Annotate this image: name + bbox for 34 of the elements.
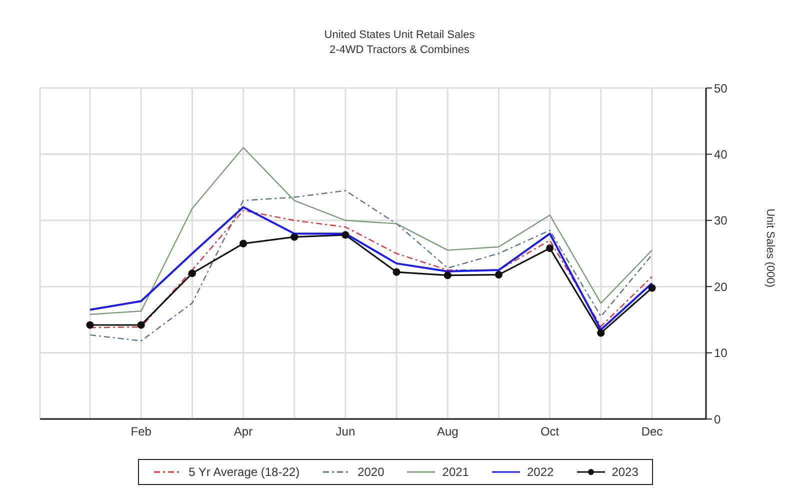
legend-label: 2020 xyxy=(356,465,384,479)
legend-label: 2021 xyxy=(441,465,469,479)
point xyxy=(392,268,400,276)
y-tick-label: 20 xyxy=(714,280,728,294)
y-tick-label: 50 xyxy=(714,81,728,96)
x-tick-label: Feb xyxy=(130,424,152,439)
point xyxy=(342,231,350,239)
point xyxy=(546,244,554,252)
point xyxy=(137,321,145,329)
point xyxy=(239,240,248,248)
line-series xyxy=(89,146,653,316)
point xyxy=(444,272,452,280)
point xyxy=(597,329,605,337)
legend-label: 2023 xyxy=(610,465,638,479)
legend-label: 5 Yr Average (18-22) xyxy=(188,465,300,479)
chart-title: United States Unit Retail Sales xyxy=(323,28,476,43)
point xyxy=(494,270,503,278)
y-tick-label: 30 xyxy=(714,214,728,228)
x-tick-label: Aug xyxy=(436,424,458,439)
chart-subtitle: 2-4WD Tractors & Combines xyxy=(328,43,470,58)
y-tick-label: 10 xyxy=(714,346,728,360)
x-tick-label: Dec xyxy=(641,424,663,439)
point xyxy=(86,321,94,329)
x-tick-label: Apr xyxy=(234,424,253,439)
point xyxy=(648,284,656,292)
point xyxy=(188,270,196,278)
y-axis-title: Unit Sales (000) xyxy=(764,208,776,288)
line-series xyxy=(89,190,653,342)
x-tick-label: Jun xyxy=(336,424,356,439)
point xyxy=(290,233,298,241)
y-tick-label: 0 xyxy=(714,412,721,426)
x-tick-label: Oct xyxy=(540,424,560,439)
legend-label: 2022 xyxy=(526,465,554,479)
y-tick-label: 40 xyxy=(714,147,728,162)
